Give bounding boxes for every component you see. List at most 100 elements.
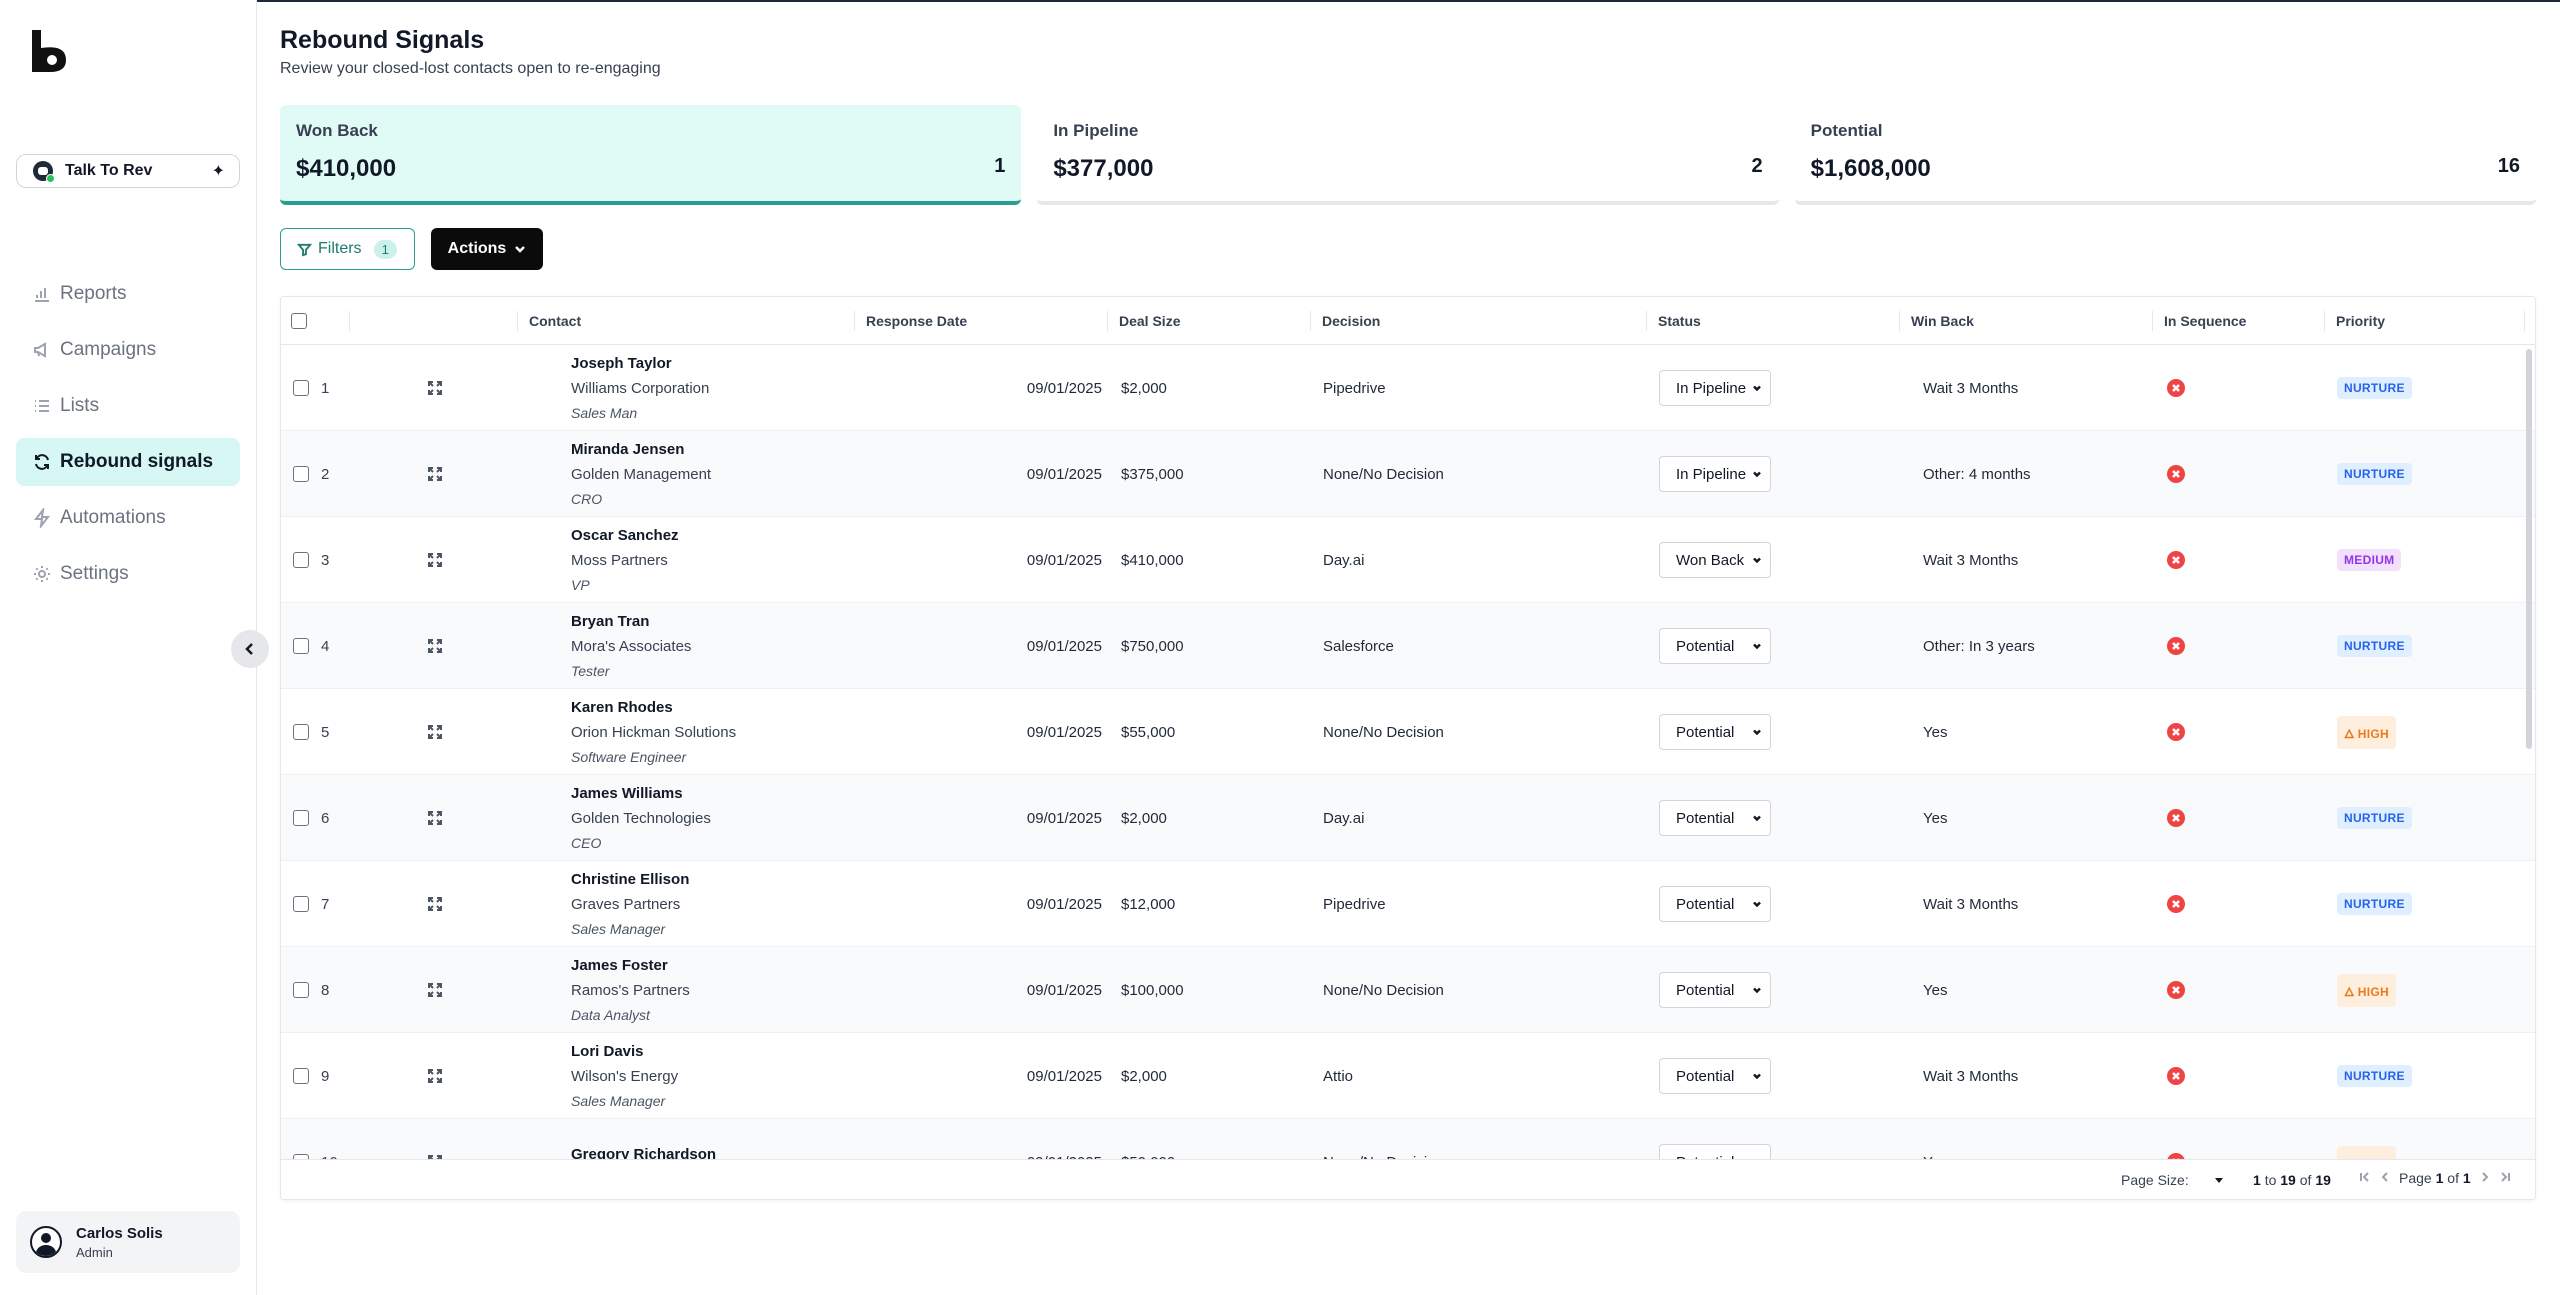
- column-divider[interactable]: [1646, 311, 1647, 331]
- column-divider[interactable]: [2524, 311, 2525, 331]
- contact-cell[interactable]: Miranda Jensen Golden Management CRO: [571, 431, 711, 517]
- column-divider[interactable]: [1899, 311, 1900, 331]
- row-checkbox[interactable]: [293, 638, 309, 654]
- filters-button[interactable]: Filters 1: [280, 228, 415, 270]
- status-select[interactable]: In Pipeline: [1659, 370, 1771, 406]
- table-row[interactable]: 2 Miranda Jensen Golden Management CRO 09/01…: [281, 431, 2535, 517]
- card-won-back[interactable]: Won Back $410,000 1: [280, 105, 1022, 205]
- page-total: 1: [2462, 1170, 2471, 1186]
- row-checkbox[interactable]: [293, 466, 309, 482]
- column-header-in-sequence[interactable]: In Sequence: [2164, 313, 2247, 329]
- select-all-checkbox[interactable]: [291, 313, 307, 329]
- table-row[interactable]: 5 Karen Rhodes Orion Hickman Solutions Soft…: [281, 689, 2535, 775]
- status-select[interactable]: Potential: [1659, 1144, 1771, 1160]
- page-title: Rebound Signals: [280, 26, 485, 54]
- contact-cell[interactable]: Lori Davis Wilson's Energy Sales Manager: [571, 1033, 678, 1119]
- priority-badge: NURTURE: [2337, 807, 2412, 829]
- card-potential[interactable]: Potential $1,608,000 16: [1794, 105, 2536, 205]
- column-divider[interactable]: [854, 311, 855, 331]
- contact-cell[interactable]: Karen Rhodes Orion Hickman Solutions Softw…: [571, 689, 736, 775]
- first-page-icon[interactable]: [2359, 1170, 2371, 1186]
- contact-cell[interactable]: James Williams Golden Technologies CEO: [571, 775, 711, 861]
- x-circle-icon: [2167, 551, 2185, 569]
- table-scrollbar[interactable]: [2526, 349, 2532, 749]
- row-checkbox[interactable]: [293, 810, 309, 826]
- column-header-win-back[interactable]: Win Back: [1911, 313, 1974, 329]
- expand-row-icon[interactable]: [427, 1119, 443, 1160]
- collapse-sidebar-button[interactable]: [231, 630, 269, 668]
- table-row[interactable]: 4 Bryan Tran Mora's Associates Tester 09/01/…: [281, 603, 2535, 689]
- chevron-down-icon: [515, 246, 526, 253]
- sidebar-item-label: Automations: [60, 507, 166, 528]
- table-row[interactable]: 8 James Foster Ramos's Partners Data Analys…: [281, 947, 2535, 1033]
- row-checkbox[interactable]: [293, 1068, 309, 1084]
- contact-cell[interactable]: James Foster Ramos's Partners Data Analyst: [571, 947, 690, 1033]
- status-select[interactable]: Won Back: [1659, 542, 1771, 578]
- column-header-contact[interactable]: Contact: [529, 313, 582, 329]
- table-row[interactable]: 10 Gregory Richardson 09/01/2025 $50,000 Non…: [281, 1119, 2535, 1161]
- column-header-decision[interactable]: Decision: [1322, 313, 1381, 329]
- sidebar-item-reports[interactable]: Reports: [16, 270, 240, 318]
- sidebar-item-rebound-signals[interactable]: Rebound signals: [16, 438, 240, 486]
- column-divider[interactable]: [517, 311, 518, 331]
- workspace-switcher[interactable]: Talk To Rev ✦: [16, 154, 240, 188]
- column-divider[interactable]: [349, 311, 350, 331]
- status-select[interactable]: Potential: [1659, 800, 1771, 836]
- expand-row-icon[interactable]: [427, 775, 443, 861]
- expand-row-icon[interactable]: [427, 517, 443, 603]
- contact-cell[interactable]: Joseph Taylor Williams Corporation Sales M…: [571, 345, 709, 431]
- last-page-icon[interactable]: [2499, 1170, 2511, 1186]
- contact-cell[interactable]: Oscar Sanchez Moss Partners VP: [571, 517, 679, 603]
- table-row[interactable]: 3 Oscar Sanchez Moss Partners VP 09/01/2025 $…: [281, 517, 2535, 603]
- row-checkbox[interactable]: [293, 724, 309, 740]
- row-checkbox[interactable]: [293, 982, 309, 998]
- previous-page-icon[interactable]: [2379, 1170, 2391, 1186]
- actions-button[interactable]: Actions: [431, 228, 543, 270]
- sidebar-item-campaigns[interactable]: Campaigns: [16, 326, 240, 374]
- column-header-priority[interactable]: Priority: [2336, 313, 2386, 329]
- row-checkbox[interactable]: [293, 896, 309, 912]
- row-checkbox[interactable]: [293, 380, 309, 396]
- contact-cell[interactable]: Bryan Tran Mora's Associates Tester: [571, 603, 691, 689]
- expand-row-icon[interactable]: [427, 603, 443, 689]
- column-divider[interactable]: [1107, 311, 1108, 331]
- priority-label: HIGH: [2358, 1157, 2389, 1161]
- deal-size: $750,000: [1121, 637, 1184, 655]
- status-select[interactable]: Potential: [1659, 1058, 1771, 1094]
- status-select[interactable]: Potential: [1659, 714, 1771, 750]
- status-select[interactable]: Potential: [1659, 886, 1771, 922]
- column-divider[interactable]: [2152, 311, 2153, 331]
- table-row[interactable]: 6 James Williams Golden Technologies CEO 09/…: [281, 775, 2535, 861]
- expand-row-icon[interactable]: [427, 689, 443, 775]
- page-size-select[interactable]: [2197, 1172, 2223, 1188]
- table-row[interactable]: 9 Lori Davis Wilson's Energy Sales Manager 0…: [281, 1033, 2535, 1119]
- status-select[interactable]: In Pipeline: [1659, 456, 1771, 492]
- expand-row-icon[interactable]: [427, 861, 443, 947]
- expand-row-icon[interactable]: [427, 431, 443, 517]
- row-checkbox[interactable]: [293, 552, 309, 568]
- column-header-response-date[interactable]: Response Date: [866, 313, 968, 329]
- status-select[interactable]: Potential: [1659, 628, 1771, 664]
- contact-cell[interactable]: Christine Ellison Graves Partners Sales Ma…: [571, 861, 689, 947]
- sparkle-icon[interactable]: ✦: [211, 163, 225, 180]
- column-divider[interactable]: [1310, 311, 1311, 331]
- card-in-pipeline[interactable]: In Pipeline $377,000 2: [1037, 105, 1779, 205]
- column-header-deal-size[interactable]: Deal Size: [1119, 313, 1181, 329]
- expand-row-icon[interactable]: [427, 1033, 443, 1119]
- column-divider[interactable]: [2324, 311, 2325, 331]
- next-page-icon[interactable]: [2479, 1170, 2491, 1186]
- user-profile[interactable]: Carlos Solis Admin: [16, 1211, 240, 1273]
- status-select[interactable]: Potential: [1659, 972, 1771, 1008]
- expand-row-icon[interactable]: [427, 947, 443, 1033]
- table-row[interactable]: 1 Joseph Taylor Williams Corporation Sales …: [281, 345, 2535, 431]
- app-logo[interactable]: [30, 30, 70, 74]
- column-header-status[interactable]: Status: [1658, 313, 1701, 329]
- sidebar-item-automations[interactable]: Automations: [16, 494, 240, 542]
- row-checkbox[interactable]: [293, 1154, 309, 1160]
- card-value: $1,608,000: [1810, 155, 1931, 182]
- sidebar-item-settings[interactable]: Settings: [16, 550, 240, 598]
- expand-row-icon[interactable]: [427, 345, 443, 431]
- contact-cell[interactable]: Gregory Richardson: [571, 1119, 716, 1161]
- sidebar-item-lists[interactable]: Lists: [16, 382, 240, 430]
- table-row[interactable]: 7 Christine Ellison Graves Partners Sales M…: [281, 861, 2535, 947]
